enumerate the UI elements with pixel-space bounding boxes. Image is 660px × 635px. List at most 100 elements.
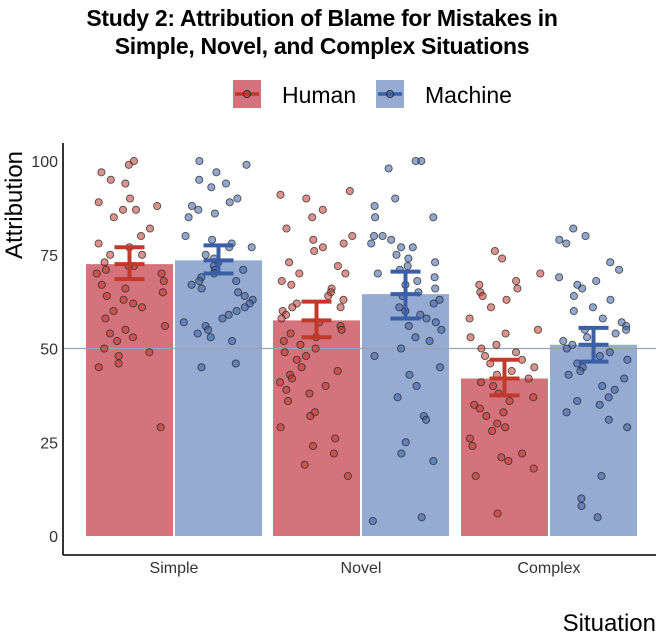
data-point xyxy=(100,344,109,353)
data-point xyxy=(504,456,513,466)
data-point xyxy=(193,329,202,338)
data-point xyxy=(562,408,571,417)
data-point xyxy=(507,366,516,376)
data-point xyxy=(404,254,413,263)
data-point xyxy=(225,198,234,207)
data-point xyxy=(512,276,521,286)
data-point xyxy=(311,344,320,353)
data-point xyxy=(408,243,417,252)
bar-human-simple xyxy=(86,264,173,536)
data-point xyxy=(137,303,147,312)
error-bar-machine-complex xyxy=(578,325,609,364)
data-point xyxy=(129,156,138,166)
data-point xyxy=(94,363,103,372)
data-point xyxy=(593,513,602,522)
legend-label: Human xyxy=(282,82,356,108)
legend: Human Machine xyxy=(233,80,512,108)
data-point xyxy=(121,325,130,334)
data-point xyxy=(297,363,306,372)
data-point xyxy=(305,389,314,398)
data-point xyxy=(573,396,582,406)
data-point xyxy=(404,321,413,331)
chart-title-line-2: Simple, Novel, and Complex Situations xyxy=(114,33,530,59)
data-point xyxy=(499,408,508,417)
data-point xyxy=(118,205,128,214)
data-point xyxy=(371,213,380,222)
data-point xyxy=(232,306,241,316)
data-point xyxy=(583,333,592,342)
data-point xyxy=(292,355,301,364)
data-point xyxy=(201,250,210,259)
data-point xyxy=(179,318,188,327)
data-point xyxy=(533,325,543,334)
data-point xyxy=(568,340,577,349)
chart-title-line-1: Study 2: Attribution of Blame for Mistak… xyxy=(86,5,558,31)
data-point xyxy=(136,231,146,241)
error-bar-human-complex xyxy=(489,357,520,398)
data-point xyxy=(105,329,115,338)
data-point xyxy=(577,501,586,511)
data-point xyxy=(131,205,141,214)
data-point xyxy=(240,303,249,312)
data-point xyxy=(240,291,249,301)
data-point xyxy=(106,250,115,259)
data-point xyxy=(578,284,587,293)
bar-machine-novel xyxy=(362,294,449,536)
data-point xyxy=(595,351,604,361)
data-point xyxy=(488,426,497,436)
data-point xyxy=(159,276,168,286)
error-bar-machine-simple xyxy=(203,243,234,276)
data-point xyxy=(611,329,620,338)
data-point xyxy=(480,351,490,361)
data-point xyxy=(184,213,193,222)
data-point xyxy=(564,370,573,379)
y-tick-label: 25 xyxy=(40,435,58,452)
data-point xyxy=(530,363,539,372)
x-axis-title: Situation xyxy=(563,610,656,635)
data-point xyxy=(286,329,295,338)
data-point xyxy=(555,235,564,244)
data-point xyxy=(604,415,613,424)
data-point xyxy=(606,258,615,267)
data-point xyxy=(221,179,231,188)
y-tick-label: 0 xyxy=(49,529,58,546)
x-tick-label: Complex xyxy=(517,560,580,577)
y-tick-label: 100 xyxy=(31,154,58,171)
data-point xyxy=(348,231,357,241)
bar-machine-complex xyxy=(550,344,637,536)
data-point xyxy=(370,351,379,361)
data-point xyxy=(475,404,484,413)
plot-area: 0 25 50 75 100 Simple Novel Complex xyxy=(31,143,656,577)
data-point xyxy=(562,239,571,248)
data-point xyxy=(429,456,438,466)
data-point xyxy=(431,284,440,293)
data-point xyxy=(194,205,203,214)
data-point xyxy=(403,261,412,271)
data-point xyxy=(129,299,138,308)
data-point xyxy=(97,168,106,177)
data-point xyxy=(620,374,629,383)
data-point xyxy=(505,396,514,406)
data-point xyxy=(302,194,311,203)
data-point xyxy=(310,246,319,256)
data-point xyxy=(128,333,137,342)
data-point xyxy=(401,438,410,447)
data-point xyxy=(282,385,291,394)
data-point xyxy=(309,235,318,244)
data-point xyxy=(109,213,118,222)
data-point xyxy=(577,494,586,503)
data-point xyxy=(145,224,155,233)
data-point xyxy=(233,288,243,297)
data-point xyxy=(493,419,502,428)
error-bar-human-simple xyxy=(114,245,145,282)
data-point xyxy=(333,261,342,271)
data-point xyxy=(288,303,297,312)
data-point xyxy=(339,239,348,248)
legend-item-machine: Machine xyxy=(376,80,512,108)
data-point xyxy=(276,423,285,432)
data-point xyxy=(369,231,379,241)
data-point xyxy=(524,374,533,383)
data-point xyxy=(321,381,330,391)
data-point xyxy=(581,231,590,241)
data-point xyxy=(431,318,440,327)
